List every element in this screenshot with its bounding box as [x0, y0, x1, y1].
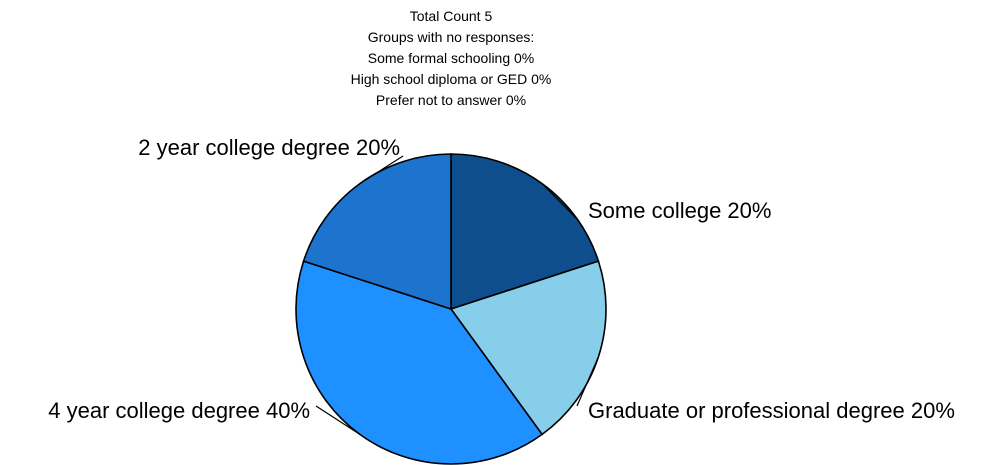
leader-line [541, 183, 578, 220]
header-total-count: Total Count 5 [410, 8, 493, 24]
header-no-responses-title: Groups with no responses: [368, 29, 535, 45]
leader-line [315, 405, 361, 435]
leader-line [359, 155, 404, 185]
slice-label: Graduate or professional degree 20% [588, 398, 955, 423]
pie-slices [295, 153, 607, 465]
slice-labels: Some college 20% Graduate or professional… [48, 135, 955, 423]
slice-label: 2 year college degree 20% [138, 135, 400, 160]
slice-label: 4 year college degree 40% [48, 398, 310, 423]
header-no-response-item: High school diploma or GED 0% [351, 71, 552, 87]
leader-line [576, 356, 599, 407]
header-no-response-item: Prefer not to answer 0% [376, 92, 526, 108]
label-leader-lines [315, 155, 599, 435]
header-no-response-item: Some formal schooling 0% [368, 50, 535, 66]
chart-header: Total Count 5 Groups with no responses: … [351, 8, 552, 108]
slice-label: Some college 20% [588, 198, 771, 223]
pie-slice [295, 260, 544, 465]
